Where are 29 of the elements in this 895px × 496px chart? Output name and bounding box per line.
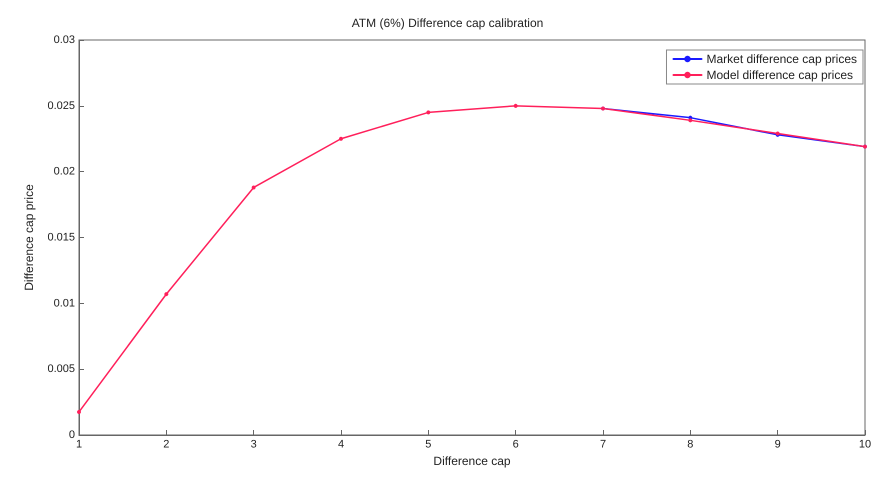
x-tick-label: 2	[163, 438, 170, 450]
y-axis-title: Difference cap price	[22, 184, 36, 291]
point	[164, 292, 168, 296]
y-tick-label: 0.025	[47, 100, 75, 112]
chart-title: ATM (6%) Difference cap calibration	[352, 16, 544, 30]
x-tick-label: 5	[425, 438, 432, 450]
x-axis-title: Difference cap	[433, 454, 511, 468]
x-tick-label: 6	[512, 438, 519, 450]
legend-label: Market difference cap prices	[706, 52, 857, 66]
x-tick-label: 8	[687, 438, 694, 450]
x-tick-label: 7	[600, 438, 606, 450]
legend-label: Model difference cap prices	[706, 68, 854, 82]
y-tick-label: 0.03	[54, 34, 75, 46]
point	[688, 118, 692, 122]
y-tick-label: 0.005	[47, 363, 75, 376]
x-tick-label: 9	[774, 438, 781, 450]
x-tick-label: 3	[250, 438, 257, 450]
x-tick-label: 4	[338, 438, 344, 450]
x-tick-label: 10	[858, 438, 872, 450]
point	[252, 185, 256, 190]
point	[514, 104, 518, 108]
y-tick-label: 0.02	[54, 166, 75, 178]
point	[339, 136, 343, 141]
y-tick-label: 0.01	[54, 297, 75, 310]
point	[426, 110, 430, 114]
y-tick-label: 0	[68, 429, 75, 441]
y-tick-label: 0.015	[47, 232, 75, 244]
point	[77, 410, 81, 414]
x-tick-label: 1	[76, 438, 82, 450]
